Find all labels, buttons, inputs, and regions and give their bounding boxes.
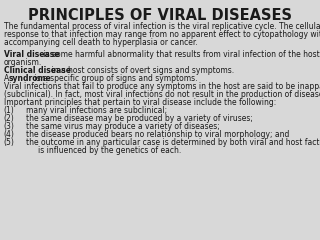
Text: (2): (2) — [4, 114, 14, 123]
Text: accompanying cell death to hyperplasia or cancer.: accompanying cell death to hyperplasia o… — [4, 38, 197, 47]
Text: (4): (4) — [4, 130, 14, 139]
Text: is a specific group of signs and symptoms.: is a specific group of signs and symptom… — [32, 74, 197, 84]
Text: the outcome in any particular case is determined by both viral and host factors : the outcome in any particular case is de… — [26, 138, 320, 147]
Text: syndrome: syndrome — [9, 74, 52, 84]
Text: A: A — [4, 74, 11, 84]
Text: response to that infection may range from no apparent effect to cytopathology wi: response to that infection may range fro… — [4, 30, 320, 39]
Text: PRINCIPLES OF VIRAL DISEASES: PRINCIPLES OF VIRAL DISEASES — [28, 8, 292, 23]
Text: is some harmful abnormality that results from viral infection of the host: is some harmful abnormality that results… — [41, 50, 319, 60]
Text: Important principles that pertain to viral disease include the following:: Important principles that pertain to vir… — [4, 98, 276, 108]
Text: is influenced by the genetics of each.: is influenced by the genetics of each. — [38, 146, 181, 156]
Text: the disease produced bears no relationship to viral morphology; and: the disease produced bears no relationsh… — [26, 130, 289, 139]
Text: The fundamental process of viral infection is the viral replicative cycle. The c: The fundamental process of viral infecti… — [4, 22, 320, 31]
Text: (1): (1) — [4, 106, 14, 115]
Text: the same virus may produce a variety of diseases;: the same virus may produce a variety of … — [26, 122, 220, 132]
Text: Viral disease: Viral disease — [4, 50, 59, 60]
Text: Viral infections that fail to produce any symptoms in the host are said to be in: Viral infections that fail to produce an… — [4, 82, 320, 91]
Text: (3): (3) — [4, 122, 14, 132]
Text: in a host consists of overt signs and symptoms.: in a host consists of overt signs and sy… — [49, 66, 234, 75]
Text: Clinical disease: Clinical disease — [4, 66, 70, 75]
Text: (5): (5) — [4, 138, 14, 147]
Text: many viral infections are subclinical;: many viral infections are subclinical; — [26, 106, 167, 115]
Text: organism.: organism. — [4, 58, 42, 67]
Text: (subclinical). In fact, most viral infections do not result in the production of: (subclinical). In fact, most viral infec… — [4, 90, 320, 99]
Text: the same disease may be produced by a variety of viruses;: the same disease may be produced by a va… — [26, 114, 253, 123]
